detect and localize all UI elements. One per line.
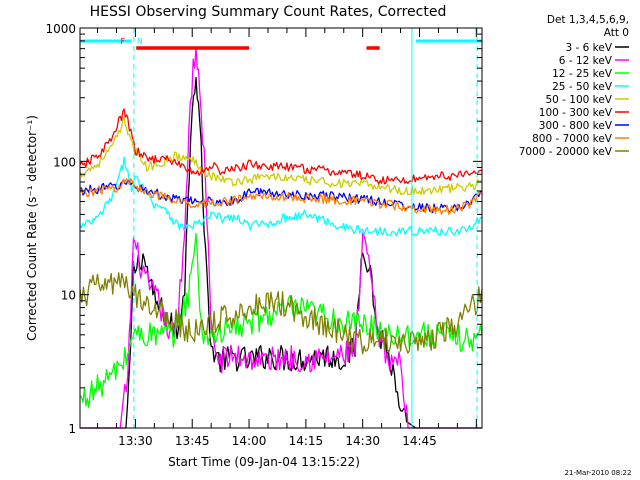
- y-tick-label: 100: [53, 155, 76, 169]
- y-axis-label: Corrected Count Rate (s⁻¹ detector⁻¹): [25, 115, 39, 341]
- legend-entry-label: 300 - 800 keV: [539, 120, 613, 132]
- x-tick-label: 14:00: [232, 434, 267, 448]
- legend-entry-label: 25 - 50 keV: [552, 81, 613, 93]
- series-layer: [79, 46, 483, 429]
- x-tick-label: 13:45: [175, 434, 210, 448]
- x-tick-label: 14:15: [289, 434, 324, 448]
- legend-entry-label: 7000 - 20000 keV: [519, 146, 613, 158]
- series-line-100-300-kev: [79, 108, 483, 185]
- legend-header: Att 0: [604, 27, 629, 39]
- footer-timestamp: 21-Mar-2010 08:22: [565, 469, 632, 477]
- series-line-800-7000-kev: [79, 178, 483, 215]
- legend-entry-label: 12 - 25 keV: [552, 68, 613, 80]
- x-axis-label: Start Time (09-Jan-04 13:15:22): [168, 455, 360, 469]
- legend-entry-label: 3 - 6 keV: [565, 42, 612, 54]
- legend-entry-label: 6 - 12 keV: [559, 55, 613, 67]
- x-tick-label: 14:30: [345, 434, 380, 448]
- legend-header: Det 1,3,4,5,6,9,: [547, 14, 629, 26]
- plot-frame: [79, 27, 483, 429]
- marker-f: F: [121, 37, 126, 46]
- legend-entry-label: 50 - 100 keV: [545, 94, 612, 106]
- x-tick-label: 14:45: [402, 434, 437, 448]
- legend-entry-label: 800 - 7000 keV: [532, 133, 613, 145]
- marker-n: N: [137, 37, 143, 46]
- axes-layer: 1 10 100 1000 13:30 13:45 14:00 14:15 14:30 14:45: [45, 22, 483, 448]
- series-line-7000-20000-kev: [79, 272, 483, 355]
- y-tick-label: 1: [68, 422, 76, 436]
- series-line-50-100-kev: [79, 116, 483, 196]
- legend-entry-label: 100 - 300 keV: [539, 107, 613, 119]
- y-tick-label: 1000: [45, 22, 76, 36]
- x-tick-label: 13:30: [118, 434, 153, 448]
- chart-title: HESSI Observing Summary Count Rates, Cor…: [90, 4, 447, 20]
- y-tick-label: 10: [61, 289, 76, 303]
- series-line-300-800-kev: [79, 178, 483, 214]
